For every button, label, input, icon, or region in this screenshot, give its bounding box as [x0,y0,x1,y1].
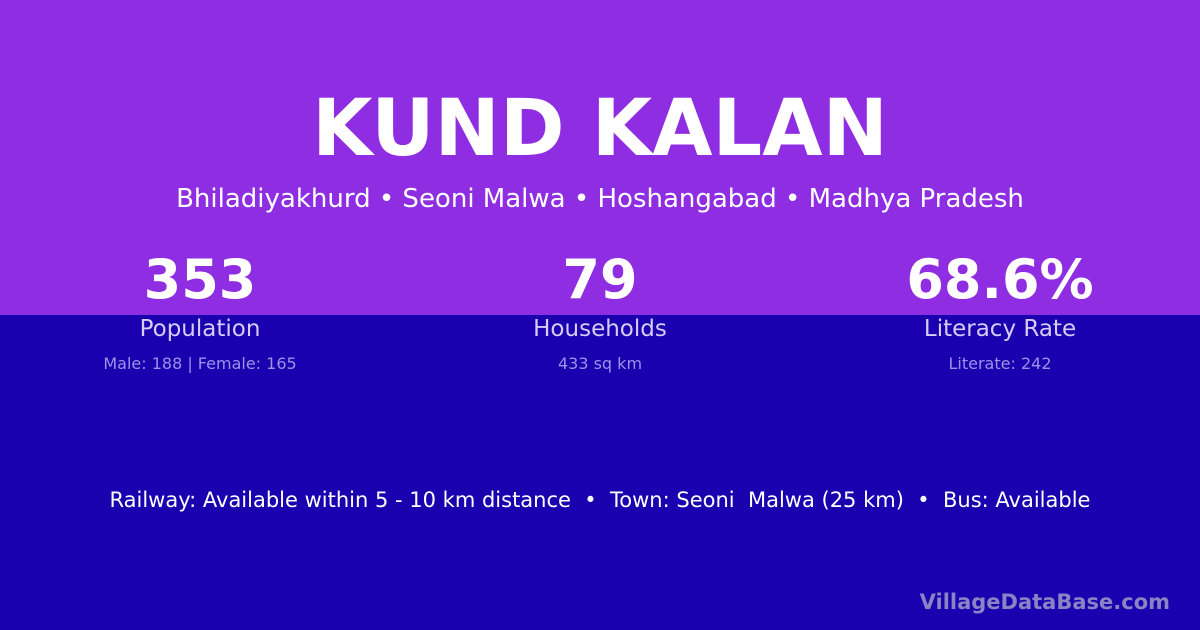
stat-value: 353 [143,248,257,311]
header-band [0,0,1200,315]
brand-logo: VillageDataBase.com [919,590,1170,614]
location-breadcrumb: Bhiladiyakhurd • Seoni Malwa • Hoshangab… [176,184,1024,214]
stat-population: 353 Population Male: 188 | Female: 165 [0,248,400,376]
stat-label: Population [139,316,261,342]
stat-label: Households [533,316,667,342]
stat-detail: Male: 188 | Female: 165 [103,354,297,373]
stat-detail: 433 sq km [557,354,643,373]
stat-households: 79 Households 433 sq km [400,248,800,376]
stat-detail: Literate: 242 [948,354,1052,373]
village-title: KUND KALAN [312,84,888,174]
stat-value: 68.6% [906,248,1094,311]
stat-value: 79 [562,248,638,311]
stat-literacy: 68.6% Literacy Rate Literate: 242 [800,248,1200,376]
connectivity-info: Railway: Available within 5 - 10 km dist… [109,488,1091,512]
stat-label: Literacy Rate [923,316,1077,342]
